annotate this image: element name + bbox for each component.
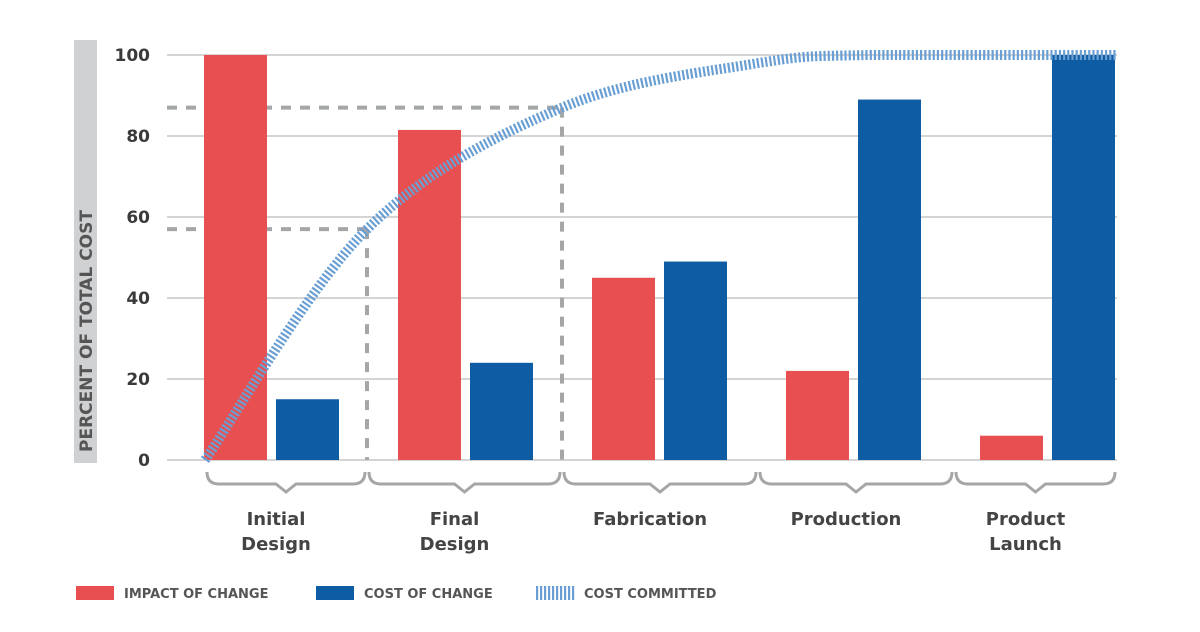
y-tick-label: 60 [126,208,150,228]
legend: IMPACT OF CHANGE COST OF CHANGE COST COMMI… [76,586,717,602]
legend-label: COST OF CHANGE [364,587,493,602]
y-tick-label: 40 [126,289,150,309]
y-tick-label: 80 [126,127,150,147]
y-tick-label: 100 [115,46,151,66]
legend-swatch-stripe [540,586,543,600]
bar-cost-of-change [276,399,339,460]
legend-label: IMPACT OF CHANGE [124,587,268,602]
bar-impact-of-change [592,277,655,460]
bar-impact-of-change [980,435,1043,460]
bar-cost-of-change [1052,55,1115,460]
legend-swatch-stripe [568,586,571,600]
category-label: Initial [247,509,306,530]
legend-swatch-stripe [544,586,547,600]
category-label: Design [241,534,311,555]
category-bracket [205,471,367,494]
legend-swatch-stripe [548,586,551,600]
bar-cost-of-change [858,99,921,461]
category-label: Production [791,509,902,530]
y-tick-label: 0 [138,451,150,471]
legend-swatch-stripe [564,586,567,600]
y-tick-label: 20 [126,370,150,390]
y-axis-label-band [74,40,97,463]
category-label: Launch [989,534,1062,555]
bar-impact-of-change [398,129,461,461]
cost-committed-line [200,50,1117,463]
category-bracket [562,471,758,494]
category-label: Fabrication [593,509,707,530]
bar-impact-of-change [786,370,849,460]
bar-impact-of-change [204,55,267,460]
legend-label: COST COMMITTED [584,587,717,602]
legend-swatch-stripe [560,586,563,600]
y-axis-label: PERCENT OF TOTAL COST [77,210,97,452]
legend-swatch [76,586,114,600]
legend-swatch-stripe [552,586,555,600]
legend-swatch-stripe [556,586,559,600]
legend-swatch [316,586,354,600]
bar-cost-of-change [470,362,533,460]
category-bracket [367,471,562,494]
category-label: Final [430,509,480,530]
legend-swatch-stripe [572,586,575,600]
category-bracket [954,471,1117,494]
category-label: Product [986,509,1066,530]
legend-swatch-stripe [536,586,539,600]
category-bracket [758,471,954,494]
bar-cost-of-change [664,261,727,460]
category-label: Design [420,534,490,555]
